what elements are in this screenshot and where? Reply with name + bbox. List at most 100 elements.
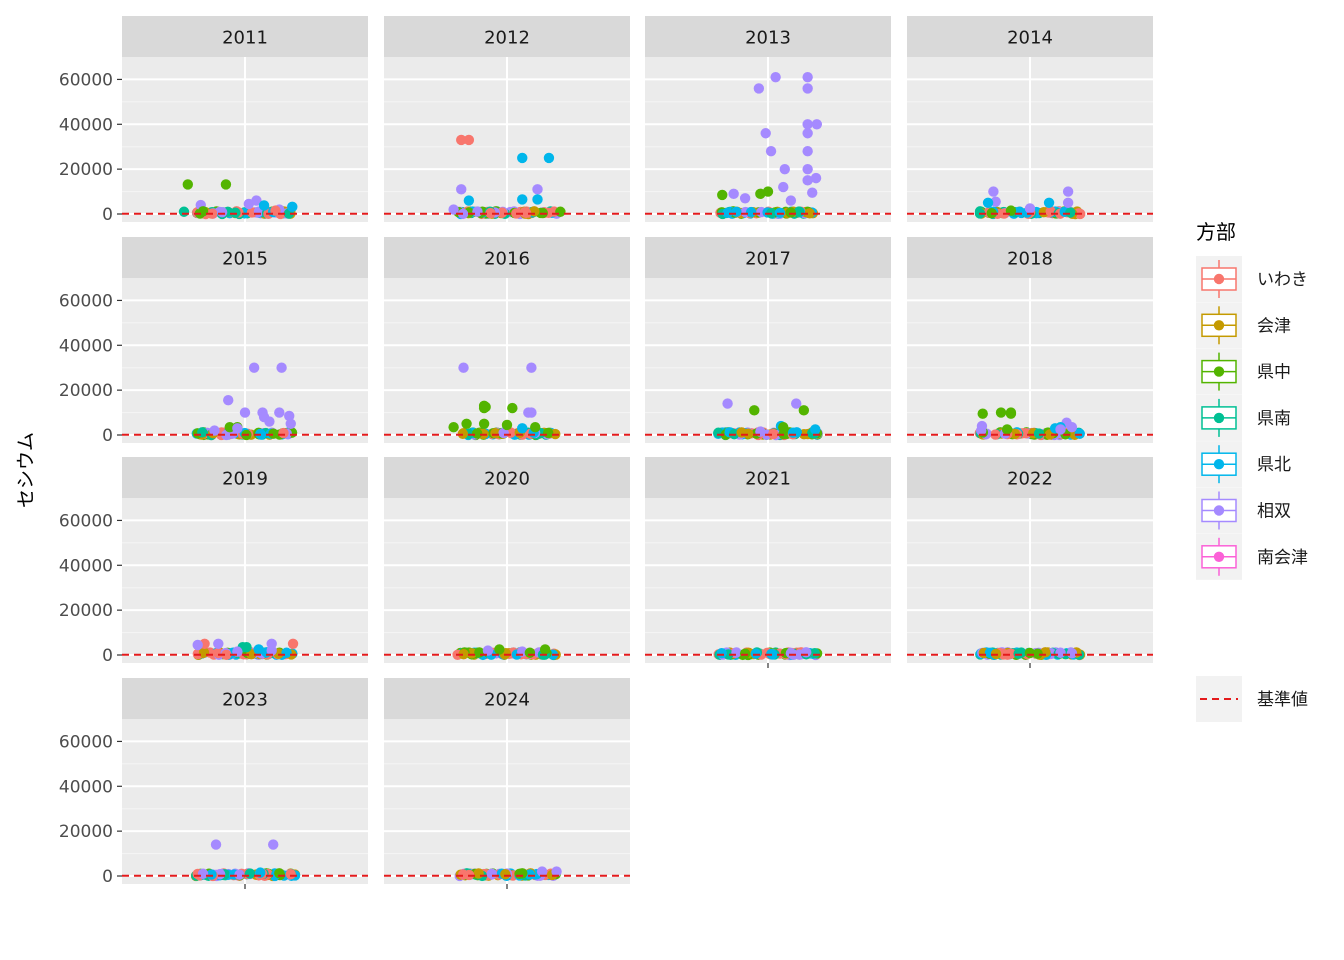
y-tick-label: 60000 <box>59 291 113 311</box>
panel-strip <box>645 16 891 57</box>
y-tick-label: 20000 <box>59 601 113 621</box>
data-point <box>478 402 490 414</box>
legend-label: 南会津 <box>1257 548 1308 568</box>
data-point <box>1024 203 1036 214</box>
data-point <box>765 146 777 157</box>
data-point <box>811 119 823 130</box>
data-point <box>716 647 727 659</box>
data-point <box>750 648 761 659</box>
data-point <box>457 208 469 220</box>
data-point <box>285 869 296 880</box>
data-point <box>517 423 528 434</box>
data-point <box>755 188 766 200</box>
legend-key-point <box>1213 273 1225 285</box>
legend-item: 会津 <box>1196 302 1291 349</box>
data-point <box>753 83 765 94</box>
data-point <box>461 418 472 429</box>
data-point <box>244 868 256 879</box>
data-point <box>802 128 813 139</box>
data-point <box>501 419 513 431</box>
data-point <box>536 866 548 877</box>
panel-strip <box>907 237 1153 278</box>
data-point <box>248 362 260 373</box>
legend-key-point <box>1213 551 1225 562</box>
data-point <box>810 172 822 184</box>
data-point <box>785 207 796 218</box>
data-point <box>284 410 295 422</box>
data-point <box>266 645 277 656</box>
data-point <box>197 427 208 438</box>
y-tick-label: 40000 <box>59 777 113 797</box>
data-point <box>278 427 289 439</box>
panel-strip-label: 2022 <box>1007 469 1053 490</box>
data-point <box>500 869 511 880</box>
data-point <box>800 647 812 658</box>
legend-key-point <box>1213 459 1225 470</box>
data-point <box>285 418 296 429</box>
y-tick-label: 0 <box>102 426 113 446</box>
panel-strip <box>122 457 368 498</box>
data-point <box>1043 197 1055 208</box>
data-point <box>268 839 279 850</box>
data-point <box>787 427 799 438</box>
data-point <box>182 179 194 190</box>
panel-2017: 2017 <box>645 237 891 443</box>
data-point <box>192 639 203 651</box>
data-point <box>239 407 251 418</box>
panel-strip <box>384 457 630 498</box>
data-point <box>778 181 789 193</box>
data-point <box>809 647 820 659</box>
data-point <box>494 644 505 655</box>
data-point <box>743 428 754 439</box>
data-point <box>456 184 467 195</box>
y-tick-label: 20000 <box>59 822 113 842</box>
data-point <box>1065 207 1076 218</box>
data-point <box>542 427 554 439</box>
data-point <box>802 175 813 186</box>
legend-item: 県南 <box>1196 394 1291 441</box>
panel-strip <box>122 678 368 719</box>
legend-key-point <box>1213 366 1225 377</box>
data-point <box>258 200 270 211</box>
legend-item: 県北 <box>1196 441 1291 488</box>
data-point <box>478 418 490 429</box>
data-point <box>253 644 264 655</box>
y-tick-label: 20000 <box>59 160 113 180</box>
data-point <box>810 424 821 435</box>
panel-2023: 2023 0 20000 40000 60000 <box>59 678 368 889</box>
data-point <box>975 425 987 436</box>
data-point <box>458 649 469 660</box>
data-point <box>463 134 475 146</box>
data-point <box>722 398 733 409</box>
legend-key-point <box>1213 505 1225 516</box>
panel-2020: 2020 <box>384 457 630 663</box>
data-point <box>798 405 810 416</box>
panel-strip-label: 2016 <box>484 249 530 270</box>
data-point <box>197 868 209 879</box>
data-point <box>551 866 562 877</box>
data-point <box>472 206 483 217</box>
data-point <box>274 407 285 418</box>
panel-2018: 2018 <box>907 237 1153 443</box>
data-point <box>1005 408 1017 419</box>
data-point <box>802 146 813 157</box>
legend-item: 県中 <box>1196 348 1291 395</box>
data-point <box>1066 421 1078 433</box>
legend-title: 方部 <box>1196 220 1236 244</box>
data-point <box>221 429 232 441</box>
data-point <box>268 428 279 439</box>
data-point <box>802 71 813 83</box>
y-tick-label: 60000 <box>59 732 113 752</box>
data-point <box>995 407 1007 418</box>
data-point <box>802 119 813 130</box>
data-point <box>524 869 536 880</box>
data-point <box>497 207 508 218</box>
data-point <box>778 421 789 433</box>
data-point <box>768 428 779 440</box>
panel-strip-label: 2015 <box>222 249 268 270</box>
panel-strip-label: 2018 <box>1007 249 1053 270</box>
data-point <box>517 868 528 879</box>
data-point <box>243 198 255 210</box>
data-point <box>526 407 537 418</box>
data-point <box>722 207 733 219</box>
